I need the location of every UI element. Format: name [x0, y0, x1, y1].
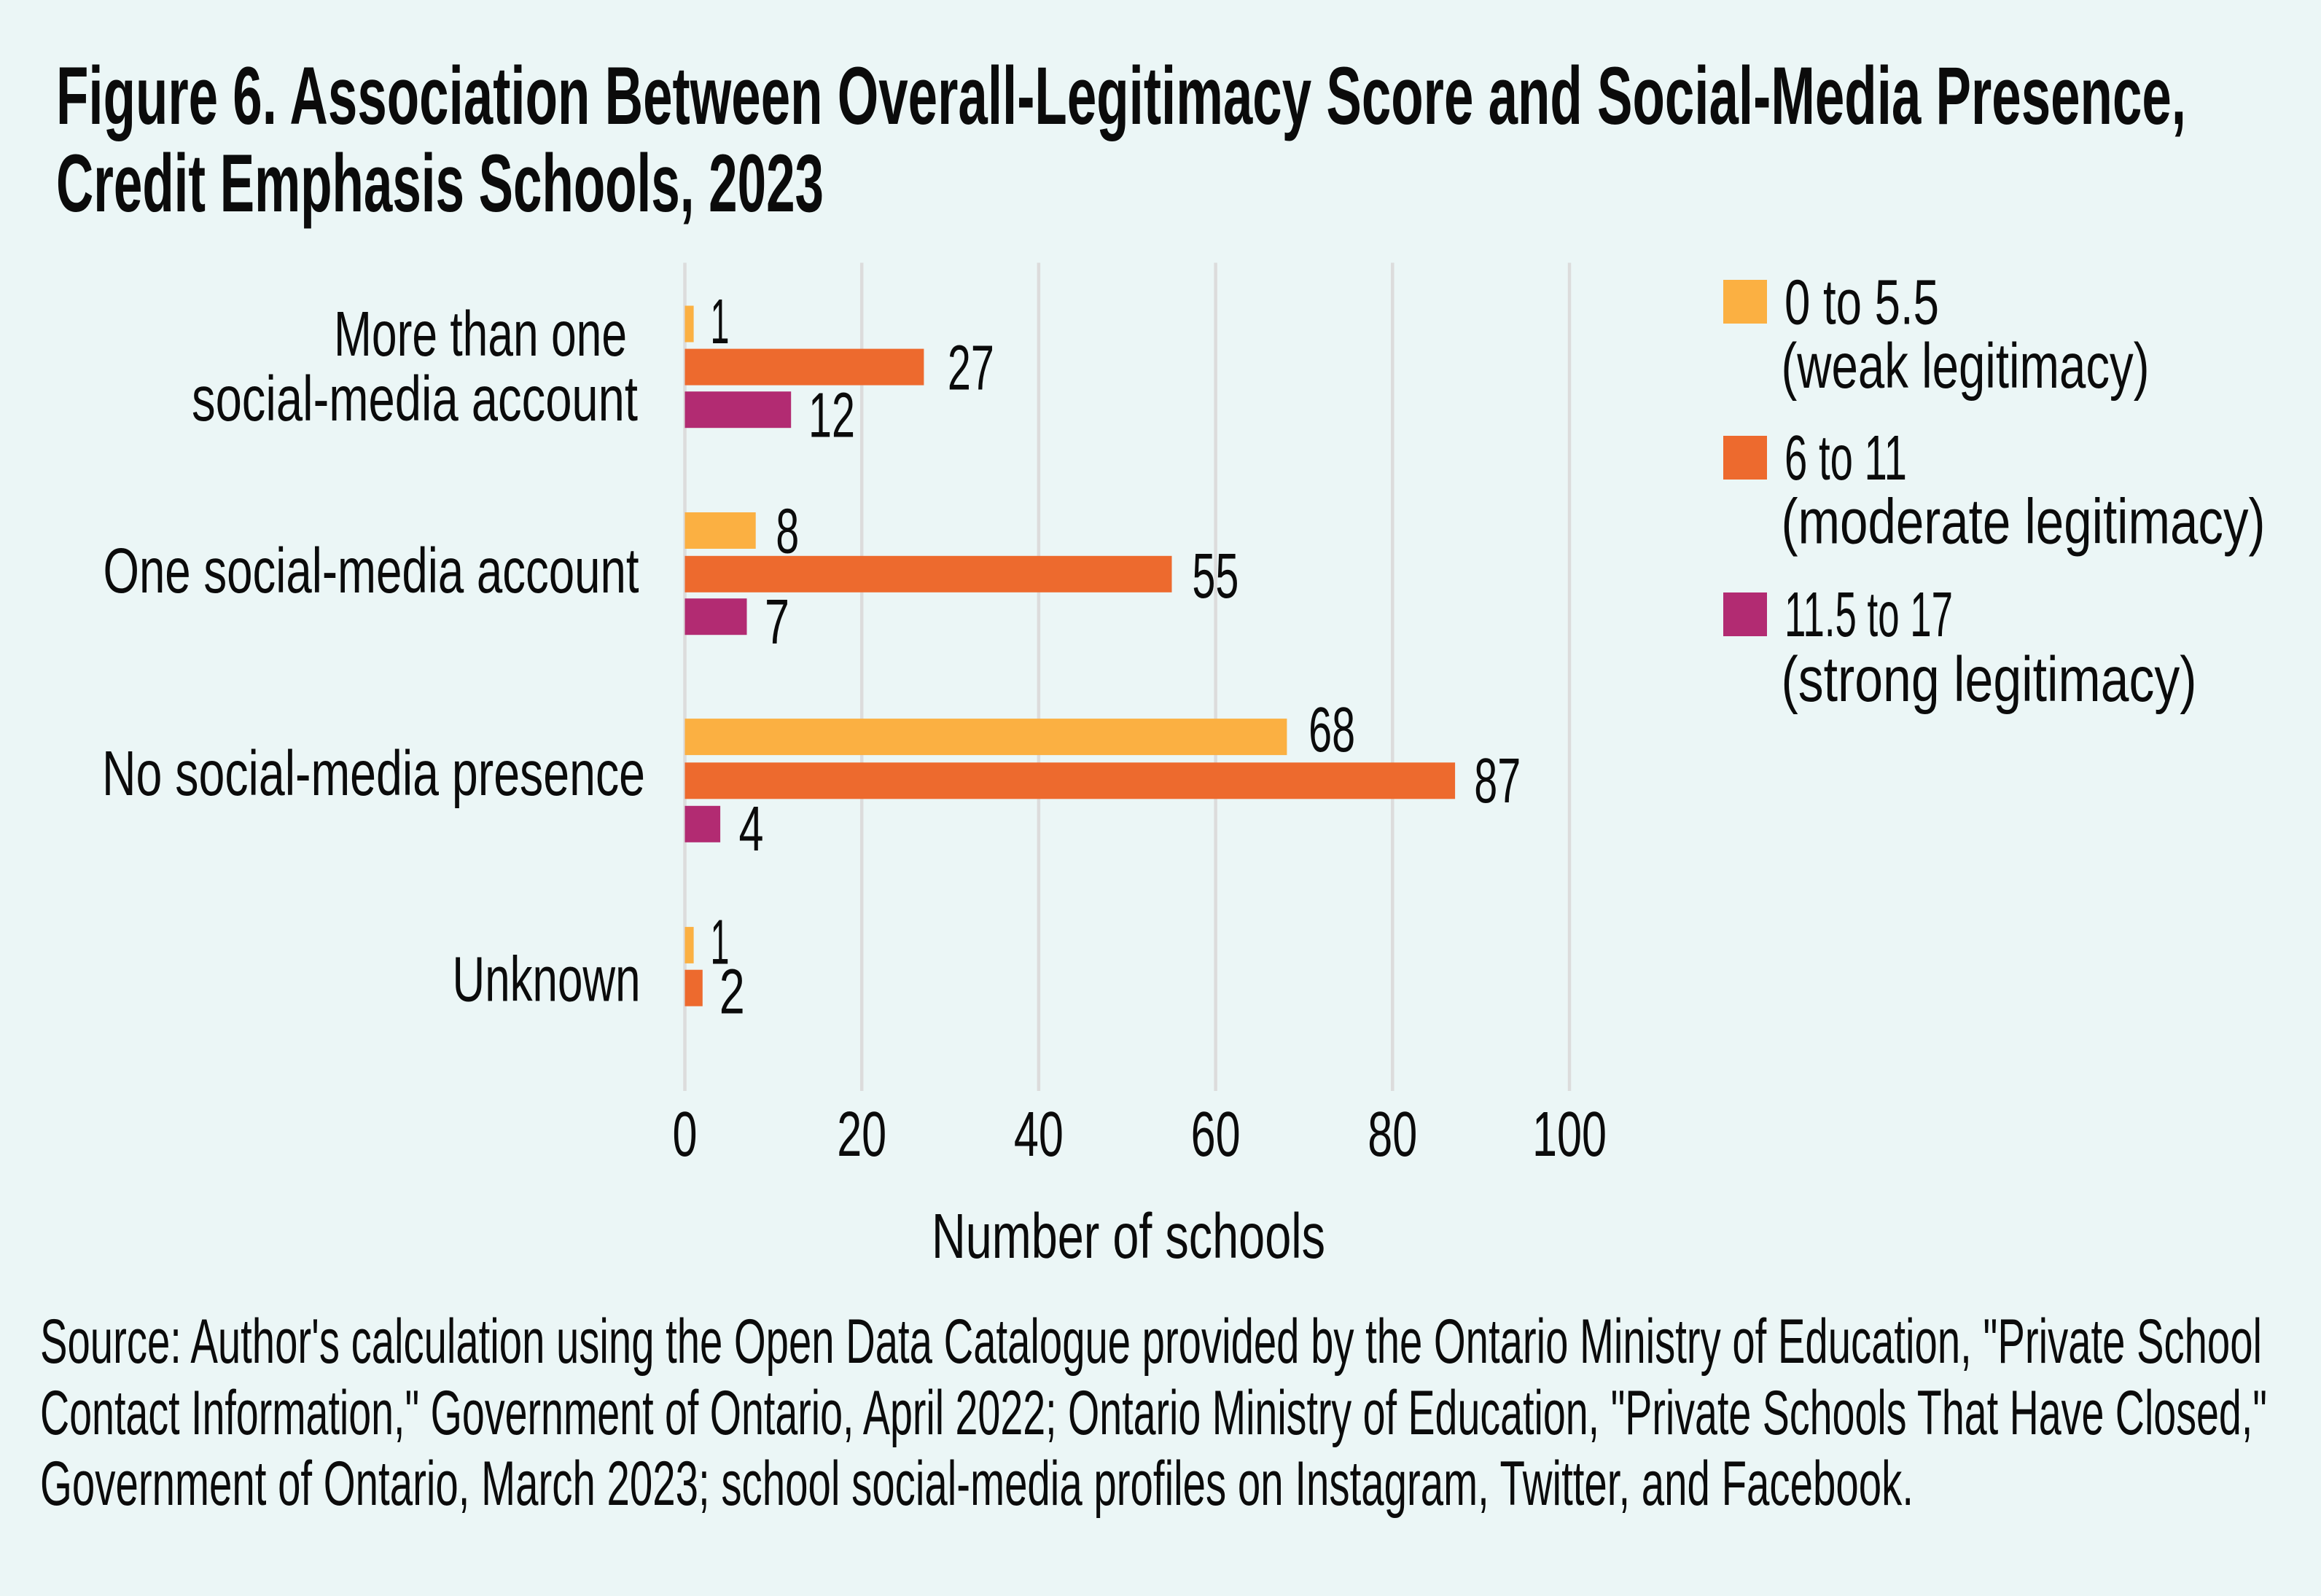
svg-text:(moderate legitimacy): (moderate legitimacy): [1782, 487, 2266, 558]
svg-text:social-media account: social-media account: [192, 364, 638, 434]
svg-text:Figure 6. Association Between: Figure 6. Association Between Overall-Le…: [56, 50, 2186, 141]
svg-text:Source: Author's calculation u: Source: Author's calculation using the O…: [40, 1307, 2262, 1377]
svg-text:Unknown: Unknown: [453, 944, 641, 1014]
svg-text:1: 1: [711, 286, 730, 357]
svg-text:80: 80: [1368, 1099, 1417, 1170]
svg-text:Contact Information," Governme: Contact Information," Government of Onta…: [40, 1378, 2267, 1448]
svg-text:12: 12: [808, 380, 855, 451]
svg-text:(strong legitimacy): (strong legitimacy): [1782, 644, 2197, 715]
svg-text:Government of Ontario, March 2: Government of Ontario, March 2023; schoo…: [40, 1449, 1914, 1519]
svg-text:More than one: More than one: [334, 299, 627, 369]
svg-text:One social-media account: One social-media account: [104, 536, 639, 606]
svg-text:Number of schools: Number of schools: [932, 1201, 1325, 1272]
svg-text:60: 60: [1191, 1099, 1241, 1170]
svg-text:No social-media presence: No social-media presence: [102, 738, 645, 809]
svg-text:6 to 11: 6 to 11: [1784, 423, 1907, 493]
svg-text:27: 27: [948, 332, 994, 403]
svg-text:0: 0: [673, 1099, 698, 1170]
svg-text:100: 100: [1532, 1099, 1607, 1170]
svg-text:2: 2: [719, 957, 745, 1028]
svg-text:40: 40: [1014, 1099, 1064, 1170]
svg-text:68: 68: [1308, 695, 1355, 765]
svg-text:4: 4: [739, 794, 764, 864]
svg-text:11.5 to 17: 11.5 to 17: [1784, 579, 1953, 650]
svg-text:55: 55: [1192, 541, 1238, 611]
svg-text:(weak legitimacy): (weak legitimacy): [1782, 331, 2150, 402]
svg-text:8: 8: [776, 496, 799, 567]
svg-text:20: 20: [837, 1099, 886, 1170]
svg-text:Credit Emphasis Schools, 2023: Credit Emphasis Schools, 2023: [56, 138, 824, 229]
svg-text:1: 1: [711, 907, 730, 977]
svg-text:87: 87: [1474, 746, 1521, 816]
svg-text:7: 7: [765, 587, 789, 657]
svg-text:0 to 5.5: 0 to 5.5: [1784, 267, 1939, 338]
